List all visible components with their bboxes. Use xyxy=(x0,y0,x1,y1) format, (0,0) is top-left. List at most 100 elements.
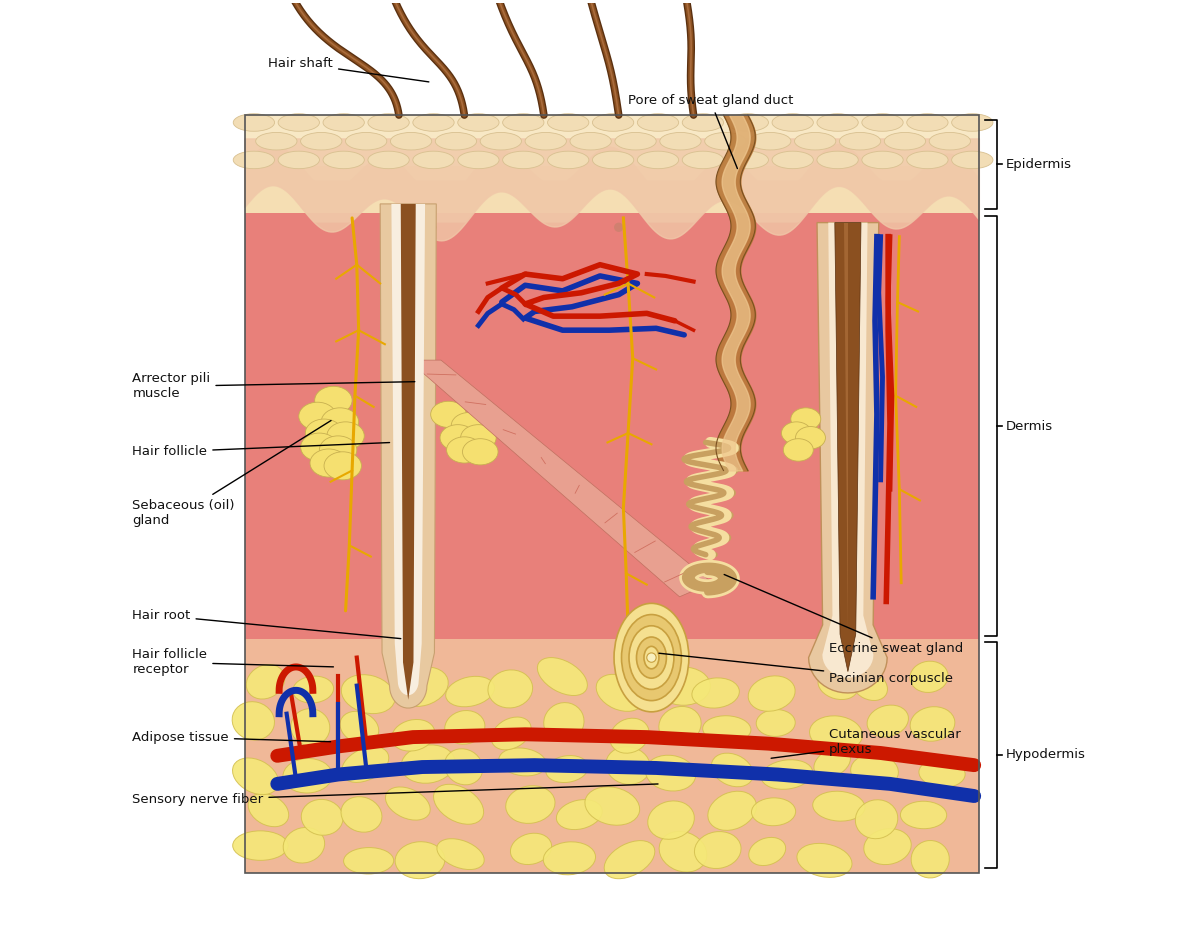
Text: Hair shaft: Hair shaft xyxy=(269,57,428,82)
Ellipse shape xyxy=(910,662,948,693)
Ellipse shape xyxy=(290,709,330,746)
Ellipse shape xyxy=(390,133,432,150)
Polygon shape xyxy=(245,115,979,167)
Ellipse shape xyxy=(310,449,348,477)
Ellipse shape xyxy=(499,748,546,776)
Ellipse shape xyxy=(480,133,522,150)
Circle shape xyxy=(614,223,623,232)
Text: Dermis: Dermis xyxy=(1006,420,1054,433)
Polygon shape xyxy=(844,223,848,634)
Circle shape xyxy=(647,653,656,662)
Ellipse shape xyxy=(248,793,289,827)
Ellipse shape xyxy=(322,407,359,436)
Ellipse shape xyxy=(659,707,701,744)
Ellipse shape xyxy=(683,114,724,131)
Ellipse shape xyxy=(544,703,584,742)
Ellipse shape xyxy=(703,716,751,742)
Text: Hair root: Hair root xyxy=(132,609,401,639)
Ellipse shape xyxy=(446,437,482,463)
Ellipse shape xyxy=(445,677,494,707)
Ellipse shape xyxy=(395,667,449,707)
Ellipse shape xyxy=(278,152,319,168)
Ellipse shape xyxy=(444,749,482,785)
Polygon shape xyxy=(401,204,415,700)
Ellipse shape xyxy=(293,677,334,703)
Ellipse shape xyxy=(445,710,485,744)
Ellipse shape xyxy=(818,670,858,699)
Ellipse shape xyxy=(413,114,454,131)
Ellipse shape xyxy=(810,716,863,751)
Bar xyxy=(245,115,979,872)
Ellipse shape xyxy=(341,797,382,832)
Ellipse shape xyxy=(451,412,487,439)
Ellipse shape xyxy=(919,758,965,788)
Ellipse shape xyxy=(839,133,881,150)
Ellipse shape xyxy=(440,424,475,451)
Ellipse shape xyxy=(708,791,756,830)
Ellipse shape xyxy=(660,133,701,150)
Ellipse shape xyxy=(326,422,365,450)
Ellipse shape xyxy=(748,676,796,711)
Ellipse shape xyxy=(791,407,821,430)
Ellipse shape xyxy=(544,842,595,875)
Ellipse shape xyxy=(606,747,650,785)
Ellipse shape xyxy=(323,152,365,168)
Ellipse shape xyxy=(851,754,899,789)
Ellipse shape xyxy=(433,784,484,824)
Ellipse shape xyxy=(461,424,496,451)
Ellipse shape xyxy=(324,452,361,480)
Polygon shape xyxy=(245,639,979,872)
Ellipse shape xyxy=(610,718,649,753)
Ellipse shape xyxy=(929,133,971,150)
Ellipse shape xyxy=(952,152,992,168)
Polygon shape xyxy=(835,223,860,672)
Ellipse shape xyxy=(622,614,682,701)
Ellipse shape xyxy=(646,756,696,791)
Ellipse shape xyxy=(712,753,754,787)
Ellipse shape xyxy=(814,748,851,777)
Ellipse shape xyxy=(772,152,814,168)
Polygon shape xyxy=(380,204,437,708)
Ellipse shape xyxy=(413,152,454,168)
Ellipse shape xyxy=(636,637,666,678)
Polygon shape xyxy=(391,204,425,695)
Text: Hair follicle
receptor: Hair follicle receptor xyxy=(132,648,334,677)
Ellipse shape xyxy=(761,759,812,789)
Ellipse shape xyxy=(538,658,587,695)
Ellipse shape xyxy=(283,827,325,863)
Ellipse shape xyxy=(614,133,656,150)
Ellipse shape xyxy=(756,710,796,737)
Ellipse shape xyxy=(395,841,445,879)
Ellipse shape xyxy=(491,717,532,750)
Ellipse shape xyxy=(346,133,386,150)
Text: Arrector pili
muscle: Arrector pili muscle xyxy=(132,373,415,400)
Ellipse shape xyxy=(505,786,554,823)
Ellipse shape xyxy=(656,667,710,705)
Ellipse shape xyxy=(233,114,275,131)
Ellipse shape xyxy=(233,831,288,860)
Ellipse shape xyxy=(526,133,566,150)
Ellipse shape xyxy=(659,832,707,872)
Ellipse shape xyxy=(593,114,634,131)
Ellipse shape xyxy=(817,114,858,131)
Ellipse shape xyxy=(812,791,865,821)
Ellipse shape xyxy=(750,133,791,150)
Text: Sensory nerve fiber: Sensory nerve fiber xyxy=(132,784,658,806)
Ellipse shape xyxy=(401,745,455,783)
Ellipse shape xyxy=(385,787,431,821)
Ellipse shape xyxy=(604,840,655,879)
Ellipse shape xyxy=(340,711,379,743)
Ellipse shape xyxy=(907,114,948,131)
Ellipse shape xyxy=(907,152,948,168)
Ellipse shape xyxy=(749,837,786,866)
Ellipse shape xyxy=(462,439,498,465)
Text: Hair follicle: Hair follicle xyxy=(132,442,390,458)
Ellipse shape xyxy=(695,832,742,869)
Ellipse shape xyxy=(644,646,659,669)
Ellipse shape xyxy=(772,114,814,131)
Polygon shape xyxy=(408,360,713,597)
Ellipse shape xyxy=(794,133,836,150)
Ellipse shape xyxy=(784,439,814,461)
Ellipse shape xyxy=(637,152,679,168)
Ellipse shape xyxy=(457,114,499,131)
